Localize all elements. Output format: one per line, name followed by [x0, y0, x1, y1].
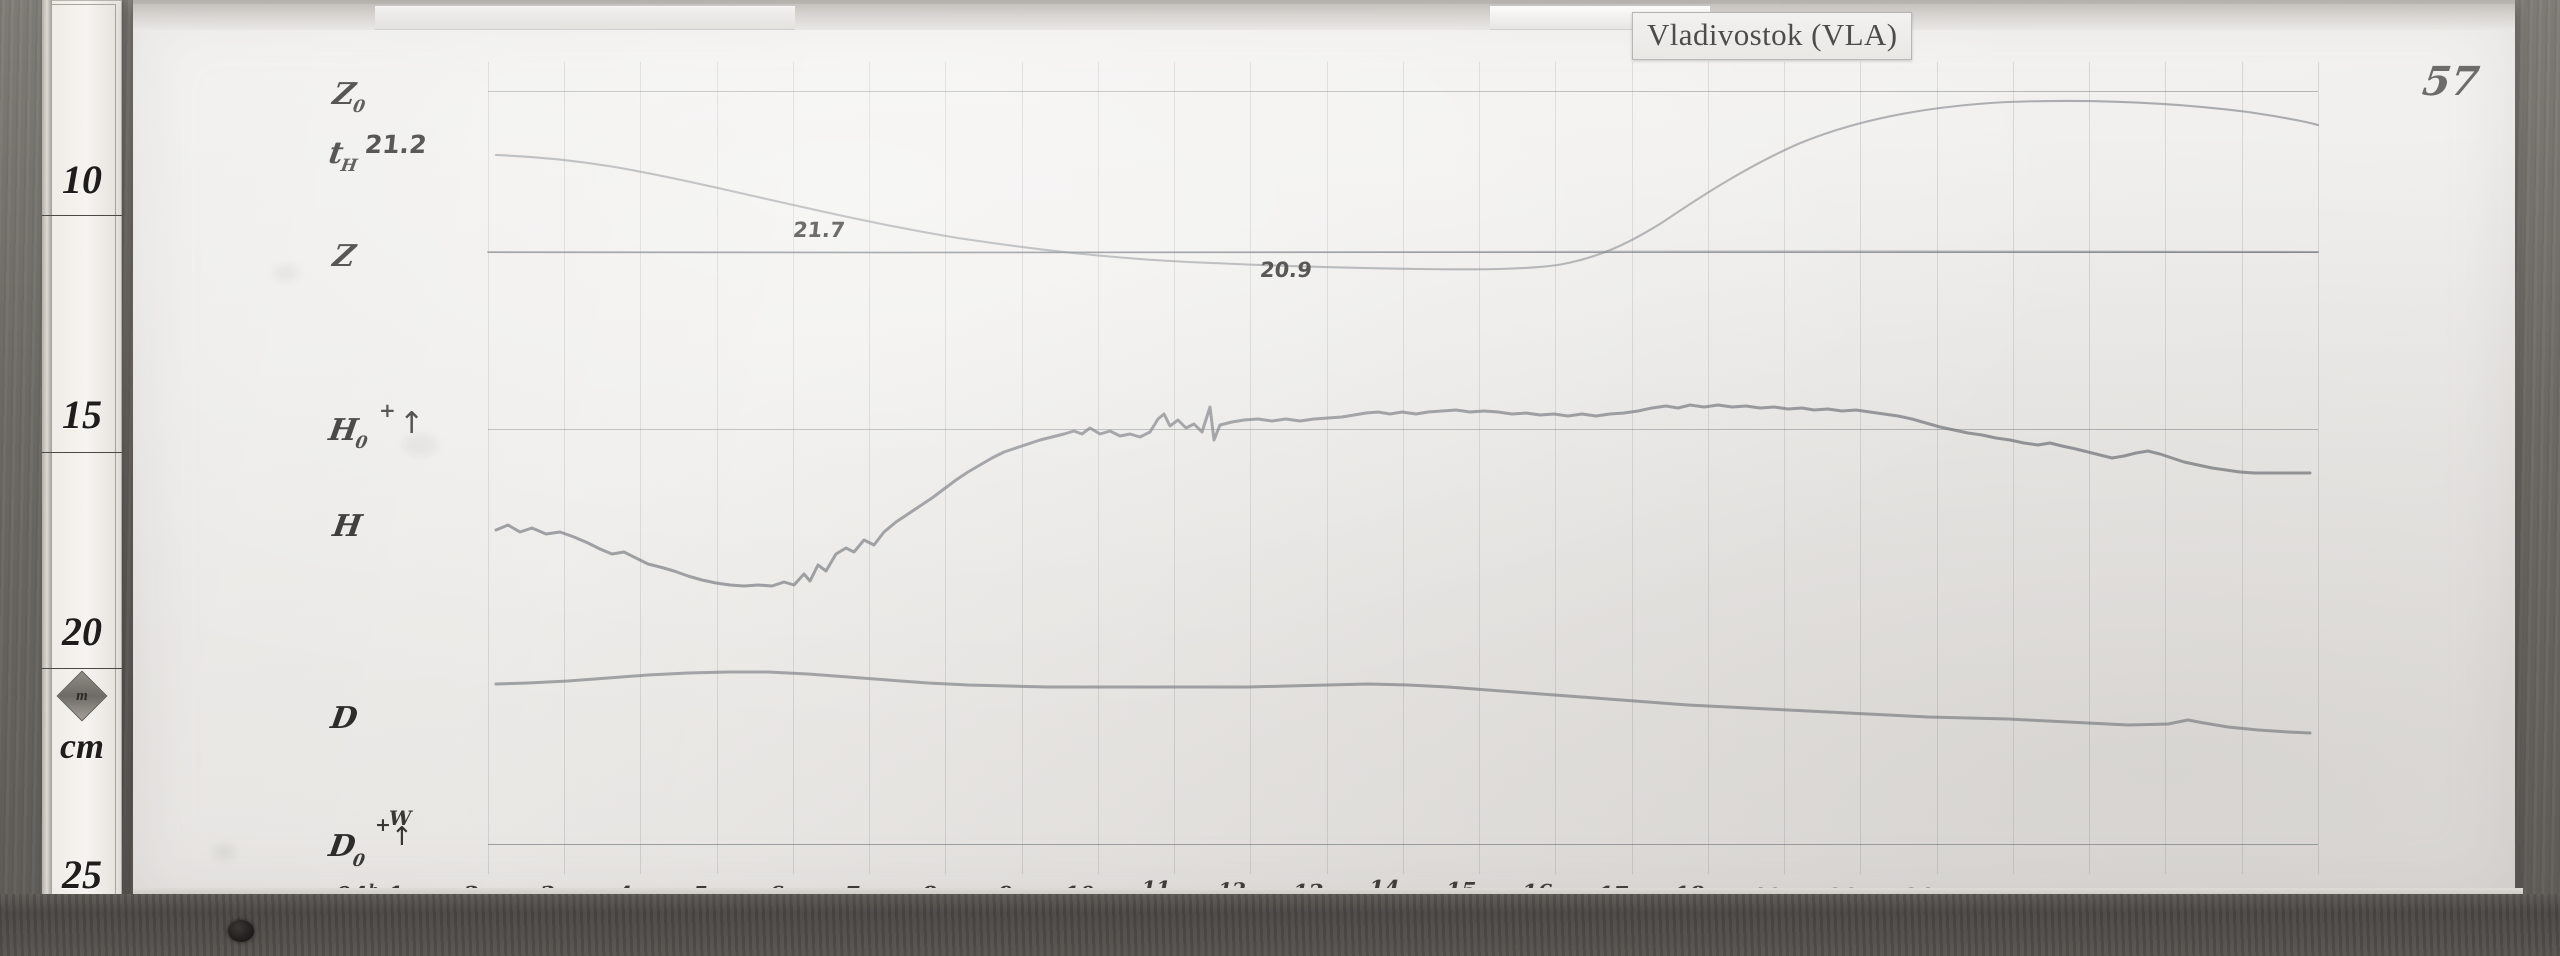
ruler-label-25: 25: [62, 852, 102, 897]
temperature-start-value: 21.2: [363, 130, 429, 159]
ruler-tick-20: [42, 668, 122, 669]
z0-baseline-trace: [488, 91, 2318, 92]
gridline-hour-1: [564, 62, 565, 874]
screw-icon: [228, 920, 254, 942]
gridline-hour-11: [1327, 62, 1328, 874]
gridline-hour-5: [869, 62, 870, 874]
h-trace: [494, 403, 2312, 588]
gridline-hour-10: [1250, 62, 1251, 874]
table-edge: [0, 894, 2560, 956]
d-trace: [494, 670, 2312, 735]
paper-blemish: [403, 434, 437, 456]
archive-station-label: Vladivostok (VLA): [1632, 12, 1913, 60]
z-trace: [486, 250, 2320, 254]
trace-curves: [486, 99, 2320, 735]
table-backdrop-right: [2510, 0, 2560, 956]
ruler-unit-label: cm: [60, 726, 104, 766]
z0-label: Z0: [330, 77, 370, 117]
ruler-label-10: 10: [62, 157, 102, 202]
gridline-hour-18: [1860, 62, 1861, 874]
temperature-label: tH: [326, 136, 362, 176]
gridline-hour-14: [1555, 62, 1556, 874]
gridline-hour-17: [1784, 62, 1785, 874]
z0-label-subscript: 0: [351, 97, 367, 117]
gridline-hour-19: [1937, 62, 1938, 874]
d0-label: D0: [326, 829, 370, 871]
d0-up-arrow-icon: ↑: [391, 822, 413, 852]
ruler-label-20: 20: [62, 609, 102, 654]
ruler-tick-10: [42, 215, 122, 216]
magnetogram-sheet: Z0 tH 21.2 Z H0 + ↑ H D D0 + W ↑ 21.7 20…: [133, 4, 2515, 937]
d0-baseline-trace: [488, 844, 2318, 845]
paper-blemish: [273, 264, 299, 282]
gridline-hour-20: [2013, 62, 2014, 874]
sheet-tape-left: [375, 6, 795, 30]
page-number: 57: [2420, 58, 2483, 105]
d0-label-subscript: 0: [351, 851, 367, 871]
ruler-frame: [51, 4, 116, 914]
z-label: Z: [330, 239, 358, 274]
gridline-hour-3: [717, 62, 718, 874]
gridline-hour-15: [1632, 62, 1633, 874]
gridline-hour-13: [1479, 62, 1480, 874]
gridline-hour-24: [2318, 62, 2319, 874]
d0-direction-west: W: [389, 806, 412, 830]
plot-area: [486, 62, 2320, 874]
h0-baseline-trace: [488, 429, 2318, 430]
gridline-hour-4: [793, 62, 794, 874]
temperature-annotation-1: 21.7: [791, 218, 847, 242]
h0-label: H0: [326, 413, 372, 453]
gridline-hour-8: [1098, 62, 1099, 874]
d-label: D: [328, 701, 360, 736]
paper-blemish: [213, 844, 235, 860]
temperature-label-subscript: H: [339, 156, 359, 176]
gridline-hour-9: [1174, 62, 1175, 874]
h0-sign-plus: +: [379, 398, 396, 422]
temperature-trace: [494, 99, 2320, 271]
gridline-hour-23: [2242, 62, 2243, 874]
temperature-annotation-2: 20.9: [1258, 258, 1314, 282]
gridline-hour-16: [1708, 62, 1709, 874]
manufacturer-glyph: m: [76, 688, 88, 704]
h0-label-subscript: 0: [353, 433, 369, 453]
scale-ruler: 10 15 20 25 m cm: [42, 0, 122, 920]
h0-up-arrow-icon: ↑: [399, 406, 425, 441]
d0-sign-plus: +: [375, 814, 391, 836]
gridline-hour-12: [1403, 62, 1404, 874]
ruler-edge-left: [42, 0, 52, 920]
h-label: H: [330, 509, 365, 544]
ruler-tick-15: [42, 452, 122, 453]
gridline-hour-22: [2165, 62, 2166, 874]
gridline-hour-6: [945, 62, 946, 874]
gridline-hour-0: [488, 62, 489, 874]
ruler-label-15: 15: [62, 392, 102, 437]
gridline-hour-21: [2089, 62, 2090, 874]
gridline-hour-2: [640, 62, 641, 874]
gridline-hour-7: [1022, 62, 1023, 874]
